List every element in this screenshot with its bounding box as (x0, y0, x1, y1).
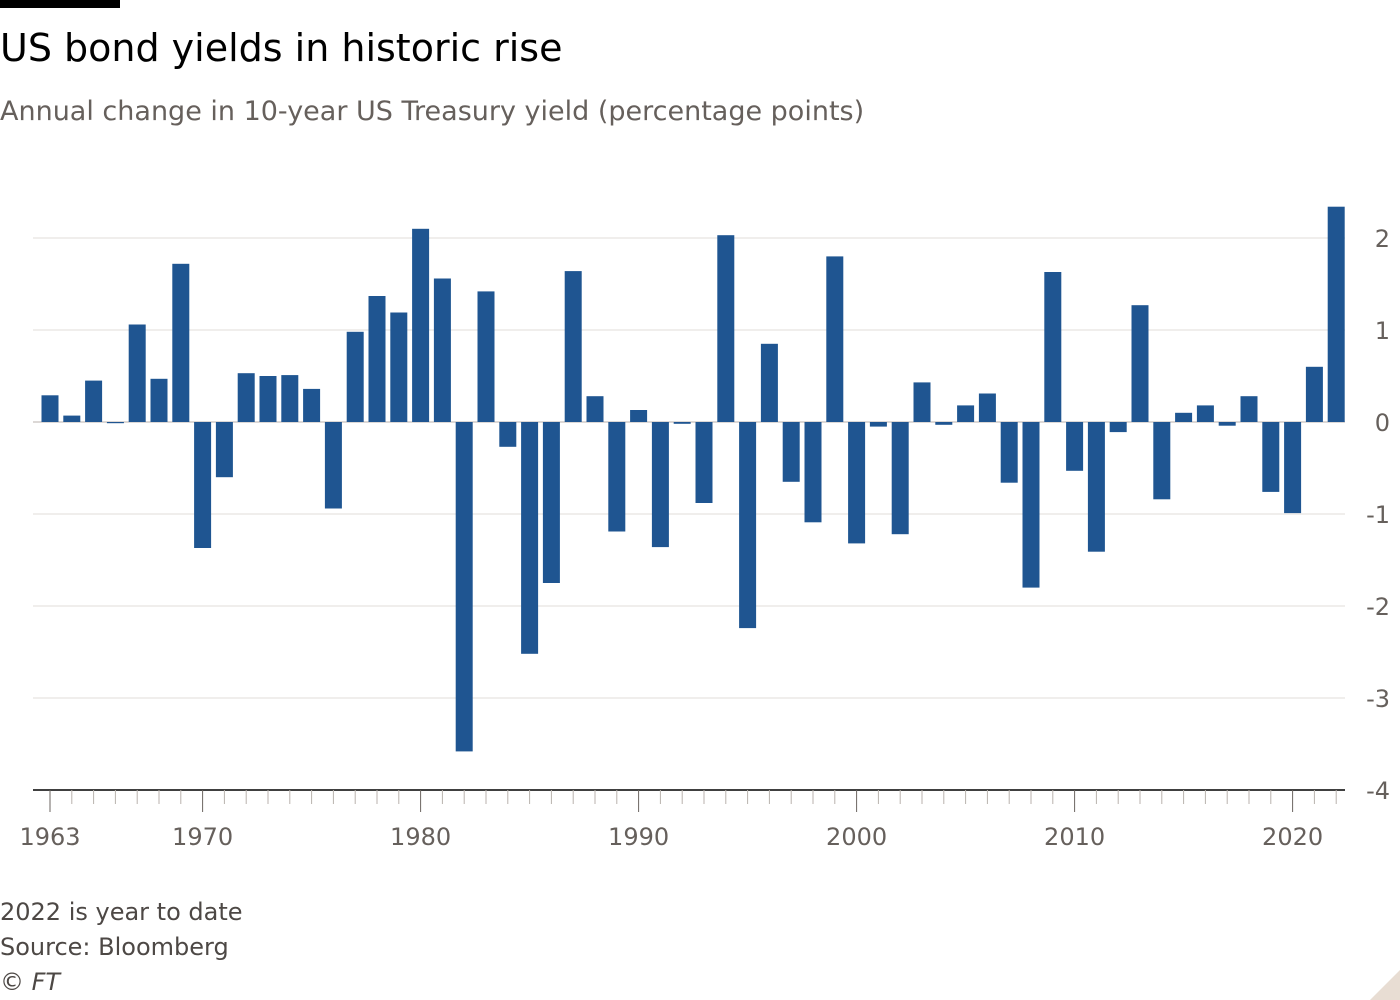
bar-1971 (215, 422, 233, 478)
bar-2001 (869, 422, 887, 427)
x-tick-label: 2020 (1262, 823, 1323, 851)
bar-1986 (542, 422, 560, 583)
bar-2009 (1044, 272, 1062, 422)
footnote: 2022 is year to date (0, 898, 243, 926)
y-tick-label: -3 (1366, 685, 1390, 713)
bar-1998 (804, 422, 822, 523)
x-tick-label: 2000 (826, 823, 887, 851)
bar-2003 (913, 382, 931, 422)
bar-1992 (673, 422, 691, 424)
x-axis: 1963 1970 1980 1990 2000 2010 2020 (19, 789, 1345, 851)
bar-1976 (324, 422, 342, 509)
bar-1996 (760, 343, 778, 422)
bar-1965 (85, 380, 103, 422)
bar-1988 (586, 396, 604, 422)
bar-1997 (782, 422, 800, 482)
bar-2007 (1000, 422, 1018, 483)
bar-1999 (826, 256, 844, 422)
bar-1969 (172, 263, 190, 422)
x-tick-label: 1980 (390, 823, 451, 851)
bar-1982 (455, 422, 473, 752)
bar-1981 (433, 278, 451, 422)
bar-1987 (564, 271, 582, 422)
y-tick-label: 2 (1375, 225, 1390, 253)
bar-2022 (1327, 206, 1345, 422)
bar-2017 (1218, 422, 1236, 426)
y-tick-label: -2 (1366, 593, 1390, 621)
bar-2008 (1022, 422, 1040, 588)
copyright: © FT (0, 968, 61, 996)
bar-2020 (1284, 422, 1302, 514)
bar-2018 (1240, 396, 1258, 422)
bar-2012 (1109, 422, 1127, 433)
chart-subtitle: Annual change in 10-year US Treasury yie… (0, 96, 865, 127)
bar-1995 (739, 422, 757, 629)
y-tick-label: 1 (1375, 317, 1390, 345)
bar-1984 (499, 422, 517, 447)
bar-1993 (695, 422, 713, 503)
bar-1972 (237, 373, 255, 422)
chart-title: US bond yields in historic rise (0, 26, 563, 70)
bar-2013 (1131, 305, 1149, 422)
bar-1991 (651, 422, 669, 548)
bar-1994 (717, 235, 735, 422)
bar-2011 (1087, 422, 1105, 552)
bar-1973 (259, 376, 277, 422)
bars (41, 206, 1345, 752)
bar-2015 (1175, 412, 1193, 422)
x-tick-label: 1970 (172, 823, 233, 851)
bar-2021 (1305, 366, 1323, 422)
bar-1990 (630, 410, 648, 422)
y-tick-label: 0 (1375, 409, 1390, 437)
bar-2019 (1262, 422, 1280, 492)
bar-1966 (106, 422, 124, 424)
bar-2010 (1066, 422, 1084, 471)
bar-2004 (935, 422, 953, 425)
y-tick-label: -1 (1366, 501, 1390, 529)
y-axis-labels: 2 1 0 -1 -2 -3 -4 (1366, 225, 1390, 805)
bar-chart: 1963 1970 1980 1990 2000 2010 2020 2 1 0 -1 -2 -3 -4 (19, 206, 1390, 851)
y-tick-label: -4 (1366, 777, 1390, 805)
bar-1968 (150, 378, 168, 422)
bar-2005 (957, 405, 975, 422)
bar-1980 (412, 228, 430, 422)
bar-2002 (891, 422, 909, 535)
bar-1970 (194, 422, 212, 548)
bar-2006 (978, 393, 996, 422)
x-tick-label: 1963 (19, 823, 80, 851)
bar-1979 (390, 312, 408, 422)
bar-1964 (63, 415, 81, 422)
bar-1989 (608, 422, 626, 532)
bar-1985 (521, 422, 539, 654)
bar-1977 (346, 331, 364, 422)
corner-fold (1370, 970, 1400, 1000)
bar-2000 (848, 422, 866, 544)
source-note: Source: Bloomberg (0, 933, 229, 961)
bar-2014 (1153, 422, 1171, 500)
bar-1967 (128, 324, 146, 422)
bar-1983 (477, 291, 495, 422)
bar-2016 (1196, 405, 1214, 422)
bar-1974 (281, 375, 299, 422)
x-tick-label: 1990 (608, 823, 669, 851)
bar-1963 (41, 395, 59, 422)
bar-1978 (368, 296, 386, 422)
bar-1975 (303, 388, 321, 422)
header-accent-bar (0, 0, 120, 8)
x-tick-label: 2010 (1044, 823, 1105, 851)
